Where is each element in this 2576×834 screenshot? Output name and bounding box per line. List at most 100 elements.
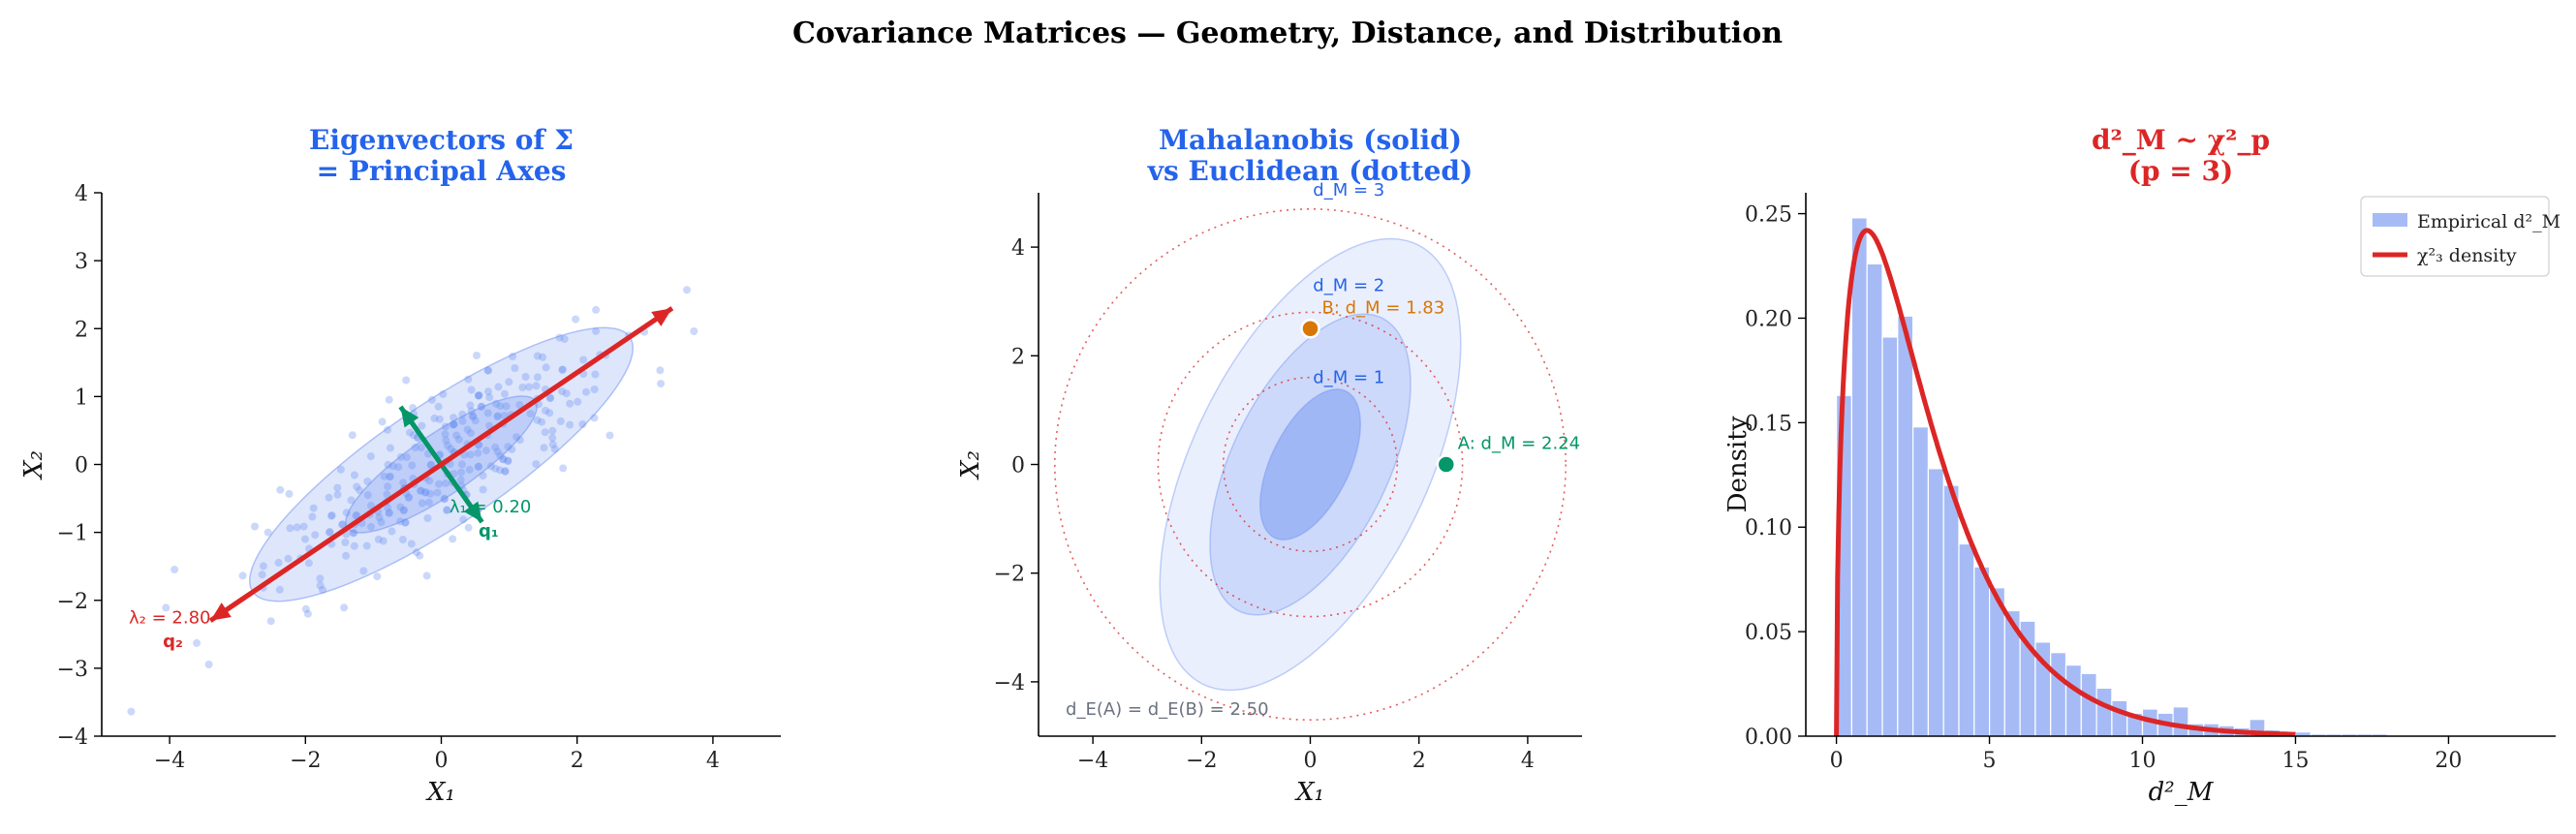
sample-point bbox=[499, 455, 508, 463]
histogram-bar bbox=[1866, 263, 1883, 737]
sample-point bbox=[440, 495, 449, 504]
p1-title-line: Eigenvectors of Σ bbox=[309, 124, 574, 156]
sample-point bbox=[501, 467, 510, 476]
sample-point bbox=[656, 366, 665, 375]
p1-y-tick-label: −4 bbox=[57, 726, 88, 750]
sample-point bbox=[326, 528, 334, 536]
sample-point bbox=[193, 638, 201, 647]
p3-axes: 0 5 10 15 20 0.00 0.05 0.10 0.15 0.20 0.25 d²_M Dens… bbox=[1723, 193, 2556, 807]
sample-point bbox=[458, 410, 467, 418]
sample-point bbox=[274, 558, 283, 567]
sample-point bbox=[496, 466, 505, 475]
mahalanobis-contour-d2 bbox=[1209, 313, 1412, 616]
panel-eigenvectors: λ₁ = 0.20 q₁ λ₂ = 2.80 q₂ −4 −2 0 2 4 −4 −3 −2 −1 0 1 2… bbox=[19, 124, 781, 807]
sample-point bbox=[592, 305, 601, 314]
p3-x-tick-label: 5 bbox=[1983, 749, 1997, 773]
sample-point bbox=[550, 445, 559, 453]
sample-point bbox=[353, 482, 361, 491]
sample-point bbox=[532, 460, 541, 468]
sample-point bbox=[562, 389, 571, 398]
sample-point bbox=[284, 554, 293, 563]
sample-point bbox=[485, 393, 494, 402]
q1-vector-label: q₁ bbox=[479, 521, 499, 541]
sample-point bbox=[456, 476, 465, 484]
sample-point bbox=[367, 522, 375, 531]
sample-point bbox=[266, 617, 275, 626]
sample-point bbox=[406, 428, 414, 437]
panel-chi-square: 0 5 10 15 20 0.00 0.05 0.10 0.15 0.20 0.25 d²_M Dens… bbox=[1723, 124, 2560, 807]
sample-point bbox=[532, 382, 541, 390]
sample-point bbox=[505, 378, 513, 386]
sample-point bbox=[504, 443, 512, 451]
sample-point bbox=[526, 410, 535, 418]
histogram-bar bbox=[1958, 542, 1975, 737]
sample-point bbox=[473, 352, 481, 359]
sample-point bbox=[465, 465, 474, 474]
sample-point bbox=[402, 376, 411, 385]
sample-point bbox=[396, 503, 405, 511]
sample-point bbox=[558, 365, 567, 374]
histogram-bar bbox=[2064, 664, 2082, 737]
sample-point bbox=[509, 353, 517, 360]
sample-point bbox=[515, 401, 524, 410]
p2-y-tick-label: 2 bbox=[1011, 345, 1025, 369]
histogram-bar bbox=[2111, 699, 2128, 737]
p3-y-tick-label: 0.20 bbox=[1745, 307, 1792, 331]
sample-point bbox=[316, 574, 325, 583]
sample-points bbox=[127, 286, 698, 716]
sample-point bbox=[380, 472, 388, 480]
sample-point bbox=[275, 585, 284, 594]
sample-point bbox=[582, 387, 590, 396]
sample-point bbox=[417, 444, 425, 452]
panel-mahalanobis: d_M = 1 d_M = 2 d_M = 3 A: d_M = 2.24 B: d_M… bbox=[956, 124, 1582, 807]
p3-y-tick-label: 0.05 bbox=[1745, 621, 1792, 645]
p3-x-tick-label: 0 bbox=[1830, 749, 1844, 773]
sample-point bbox=[433, 488, 442, 497]
sample-point bbox=[458, 417, 467, 425]
sample-point bbox=[426, 461, 435, 470]
p1-y-tick-label: 0 bbox=[75, 454, 88, 479]
sample-point bbox=[496, 402, 505, 411]
sample-point bbox=[362, 541, 371, 550]
sample-point bbox=[559, 464, 568, 473]
p1-x-tick-label: 0 bbox=[435, 749, 449, 773]
sample-point bbox=[545, 394, 554, 403]
sample-point bbox=[388, 462, 397, 471]
sample-point bbox=[515, 436, 524, 445]
sample-point bbox=[578, 420, 587, 428]
sample-point bbox=[442, 436, 450, 445]
p1-y-tick-label: −3 bbox=[57, 658, 88, 682]
sample-point bbox=[466, 429, 475, 438]
sample-point bbox=[377, 518, 386, 527]
sample-point bbox=[463, 425, 472, 434]
legend-label-empirical: Empirical d²_M bbox=[2417, 211, 2560, 232]
sample-point bbox=[533, 416, 542, 424]
sample-point bbox=[384, 460, 392, 469]
sample-point bbox=[479, 472, 487, 479]
histogram-bar bbox=[1897, 315, 1914, 737]
eigenvector-q1-arrow-reverse-head bbox=[400, 406, 419, 428]
sample-point bbox=[408, 461, 417, 470]
sample-point bbox=[410, 431, 418, 440]
sample-point bbox=[548, 434, 557, 443]
p1-y-tick-label: 2 bbox=[75, 318, 88, 342]
sample-point bbox=[464, 523, 473, 532]
point-A-label: A: d_M = 2.24 bbox=[1458, 434, 1580, 454]
sample-point bbox=[590, 414, 599, 422]
sample-point bbox=[450, 414, 457, 422]
sample-point bbox=[449, 535, 457, 543]
sample-point bbox=[481, 447, 490, 455]
sample-point bbox=[308, 512, 317, 521]
sample-point bbox=[579, 355, 588, 364]
sample-point bbox=[421, 488, 430, 497]
sample-point bbox=[449, 420, 457, 429]
p3-y-tick-label: 0.10 bbox=[1745, 516, 1792, 541]
sample-point bbox=[304, 559, 313, 568]
sample-point bbox=[501, 467, 510, 476]
sample-point bbox=[373, 572, 382, 581]
sample-point bbox=[521, 373, 530, 381]
sample-point bbox=[542, 363, 550, 372]
sample-point bbox=[683, 286, 691, 294]
eigenvector-q1-arrow-reverse-shaft bbox=[409, 420, 484, 524]
p2-x-tick-label: 0 bbox=[1304, 749, 1318, 773]
